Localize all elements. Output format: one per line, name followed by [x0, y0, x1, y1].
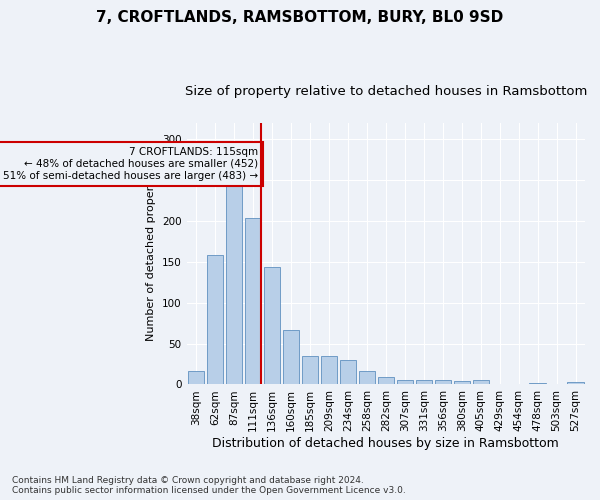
Bar	[302, 356, 318, 384]
Bar	[378, 377, 394, 384]
Bar	[568, 382, 584, 384]
Title: Size of property relative to detached houses in Ramsbottom: Size of property relative to detached ho…	[185, 85, 587, 98]
Bar	[473, 380, 489, 384]
Bar	[207, 256, 223, 384]
Y-axis label: Number of detached properties: Number of detached properties	[146, 166, 157, 342]
Bar	[434, 380, 451, 384]
Bar	[529, 383, 545, 384]
Bar	[454, 381, 470, 384]
Bar	[321, 356, 337, 384]
Bar	[264, 266, 280, 384]
Bar	[188, 370, 204, 384]
Text: 7 CROFTLANDS: 115sqm
← 48% of detached houses are smaller (452)
51% of semi-deta: 7 CROFTLANDS: 115sqm ← 48% of detached h…	[3, 148, 258, 180]
Text: 7, CROFTLANDS, RAMSBOTTOM, BURY, BL0 9SD: 7, CROFTLANDS, RAMSBOTTOM, BURY, BL0 9SD	[97, 10, 503, 25]
Bar	[245, 218, 261, 384]
Bar	[397, 380, 413, 384]
Bar	[226, 180, 242, 384]
Text: Contains HM Land Registry data © Crown copyright and database right 2024.
Contai: Contains HM Land Registry data © Crown c…	[12, 476, 406, 495]
Bar	[283, 330, 299, 384]
Bar	[340, 360, 356, 384]
X-axis label: Distribution of detached houses by size in Ramsbottom: Distribution of detached houses by size …	[212, 437, 559, 450]
Bar	[416, 380, 432, 384]
Bar	[359, 372, 375, 384]
